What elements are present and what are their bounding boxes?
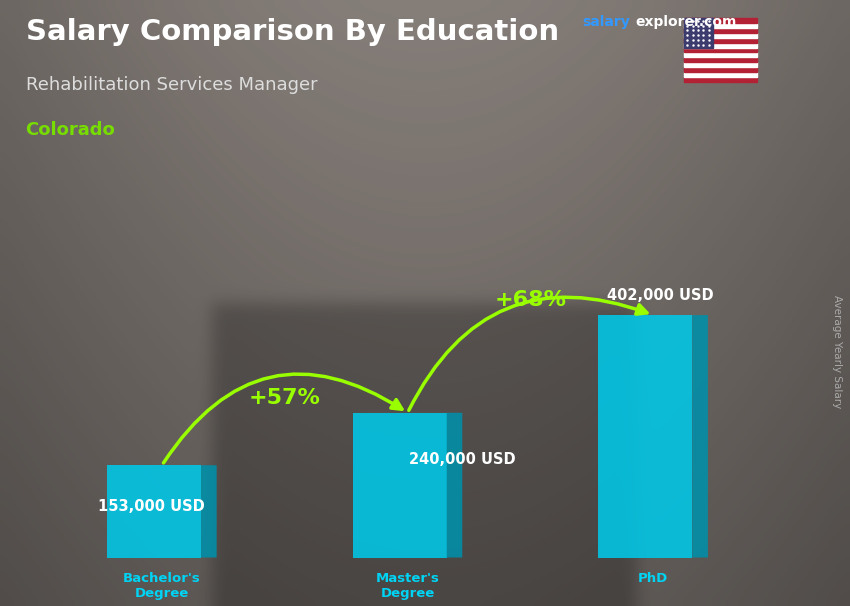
Bar [684, 23, 756, 28]
Bar [684, 18, 756, 23]
Bar [684, 67, 756, 72]
Bar [684, 47, 756, 53]
Polygon shape [107, 465, 201, 558]
Text: Bachelor's
Degree: Bachelor's Degree [123, 572, 201, 600]
Polygon shape [201, 465, 217, 558]
Text: PhD: PhD [638, 572, 668, 585]
Bar [684, 38, 756, 42]
Bar [684, 72, 756, 77]
Bar [684, 42, 756, 47]
Text: 240,000 USD: 240,000 USD [409, 451, 515, 467]
Bar [684, 58, 756, 62]
Bar [684, 77, 756, 82]
Text: Rehabilitation Services Manager: Rehabilitation Services Manager [26, 76, 317, 94]
Text: 153,000 USD: 153,000 USD [99, 499, 205, 514]
Polygon shape [692, 315, 708, 558]
Text: +68%: +68% [495, 290, 566, 310]
Text: Average Yearly Salary: Average Yearly Salary [832, 295, 842, 408]
Polygon shape [446, 413, 462, 558]
Text: salary: salary [582, 15, 630, 29]
Text: explorer.com: explorer.com [635, 15, 736, 29]
Text: +57%: +57% [249, 388, 320, 408]
Polygon shape [353, 413, 446, 558]
Bar [684, 18, 713, 47]
Text: Master's
Degree: Master's Degree [376, 572, 439, 600]
Polygon shape [598, 315, 692, 558]
Bar [684, 28, 756, 33]
Bar [684, 33, 756, 38]
Bar [684, 62, 756, 67]
Bar [684, 53, 756, 58]
Text: Colorado: Colorado [26, 121, 116, 139]
Text: Salary Comparison By Education: Salary Comparison By Education [26, 18, 558, 46]
Text: 402,000 USD: 402,000 USD [608, 288, 714, 303]
